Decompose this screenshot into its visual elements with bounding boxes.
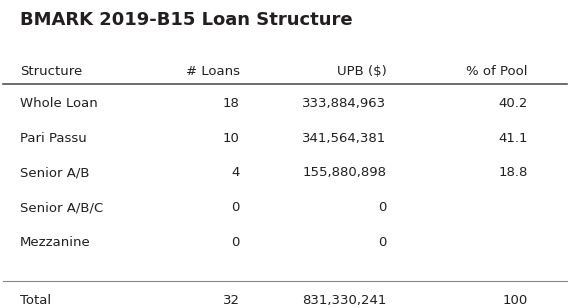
Text: % of Pool: % of Pool: [466, 65, 528, 79]
Text: 831,330,241: 831,330,241: [302, 294, 386, 307]
Text: Senior A/B: Senior A/B: [20, 166, 89, 179]
Text: Mezzanine: Mezzanine: [20, 236, 91, 249]
Text: BMARK 2019-B15 Loan Structure: BMARK 2019-B15 Loan Structure: [20, 11, 352, 29]
Text: Pari Passu: Pari Passu: [20, 132, 87, 145]
Text: Structure: Structure: [20, 65, 82, 79]
Text: 333,884,963: 333,884,963: [303, 97, 386, 110]
Text: 18.8: 18.8: [498, 166, 528, 179]
Text: 100: 100: [503, 294, 528, 307]
Text: Whole Loan: Whole Loan: [20, 97, 97, 110]
Text: 0: 0: [231, 201, 240, 214]
Text: Total: Total: [20, 294, 51, 307]
Text: 41.1: 41.1: [498, 132, 528, 145]
Text: 32: 32: [223, 294, 240, 307]
Text: # Loans: # Loans: [186, 65, 240, 79]
Text: 155,880,898: 155,880,898: [303, 166, 386, 179]
Text: 0: 0: [378, 236, 386, 249]
Text: UPB ($): UPB ($): [337, 65, 386, 79]
Text: 0: 0: [231, 236, 240, 249]
Text: 18: 18: [223, 97, 240, 110]
Text: 341,564,381: 341,564,381: [302, 132, 386, 145]
Text: 0: 0: [378, 201, 386, 214]
Text: 10: 10: [223, 132, 240, 145]
Text: Senior A/B/C: Senior A/B/C: [20, 201, 103, 214]
Text: 40.2: 40.2: [498, 97, 528, 110]
Text: 4: 4: [231, 166, 240, 179]
